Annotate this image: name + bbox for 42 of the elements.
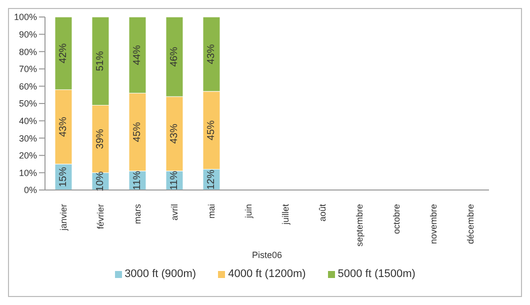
y-tick-label: 100% xyxy=(14,12,37,22)
data-label: 44% xyxy=(132,44,143,66)
y-tick-label: 30% xyxy=(18,133,37,144)
y-tick-label: 60% xyxy=(18,81,37,92)
data-label: 42% xyxy=(58,43,69,64)
data-label: 51% xyxy=(94,51,106,72)
data-label: 45% xyxy=(206,120,217,140)
y-tick-label: 10% xyxy=(18,168,37,178)
x-tick-label: mars xyxy=(132,204,142,224)
data-label: 43% xyxy=(58,116,69,137)
x-tick-label: avril xyxy=(170,204,180,221)
x-tick-label: juillet xyxy=(280,204,290,226)
x-tick-label: novembre xyxy=(428,204,438,244)
x-tick-label: janvier xyxy=(58,204,68,232)
data-label: 10% xyxy=(94,171,106,192)
y-tick-label: 0% xyxy=(24,185,37,196)
data-label: 43% xyxy=(168,124,180,144)
data-label: 15% xyxy=(58,166,69,188)
y-tick-label: 50% xyxy=(18,98,37,109)
data-label: 11% xyxy=(132,170,143,190)
x-tick-label: février xyxy=(96,204,106,230)
data-label: 11% xyxy=(168,170,180,190)
y-tick-label: 70% xyxy=(18,64,37,74)
data-label: 39% xyxy=(94,128,106,149)
legend-label: 4000 ft (1200m) xyxy=(227,268,306,280)
x-tick-label: août xyxy=(318,204,328,222)
x-tick-label: octobre xyxy=(392,204,402,234)
x-tick-label: juin xyxy=(244,204,254,220)
legend-label: 5000 ft (1500m) xyxy=(336,268,416,280)
y-tick-label: 90% xyxy=(18,29,37,40)
x-tick-label: septembre xyxy=(354,204,364,247)
y-tick-label: 20% xyxy=(18,150,37,161)
x-axis-title: Piste06 xyxy=(252,250,282,260)
y-tick-label: 80% xyxy=(18,46,37,57)
x-tick-label: mai xyxy=(206,204,216,219)
data-label: 43% xyxy=(206,44,217,64)
data-label: 46% xyxy=(168,46,180,67)
data-label: 45% xyxy=(132,122,143,142)
x-tick-label: décembre xyxy=(466,204,476,244)
data-label: 12% xyxy=(206,170,217,190)
y-tick-label: 40% xyxy=(18,116,37,126)
legend-label: 3000 ft (900m) xyxy=(124,268,196,280)
